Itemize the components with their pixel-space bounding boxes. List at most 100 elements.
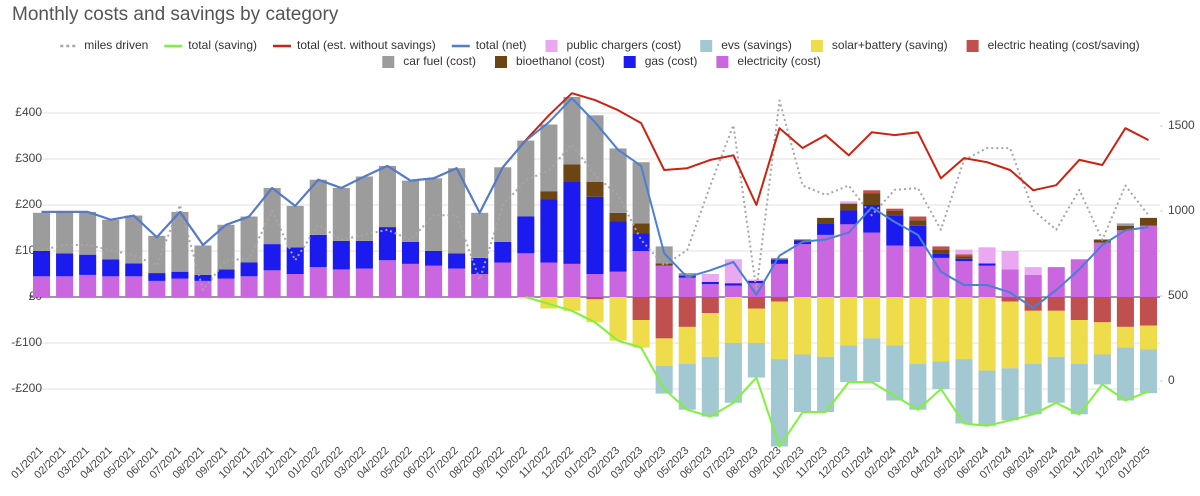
bar [747, 280, 765, 284]
legend-swatch [382, 56, 395, 68]
bar [840, 203, 858, 211]
legend-swatch [545, 40, 558, 52]
bar [1047, 297, 1065, 311]
bar [886, 210, 904, 216]
bar [747, 279, 765, 281]
bar [770, 297, 789, 302]
bar [79, 274, 97, 297]
bar [632, 251, 650, 297]
legend-item: total (est. without savings) [273, 38, 436, 52]
legend-text: public chargers (cost) [567, 38, 682, 52]
bar [932, 246, 950, 250]
bar [56, 253, 74, 277]
bar [309, 267, 327, 297]
bar [724, 297, 742, 343]
bar [1001, 301, 1019, 369]
bar [978, 265, 996, 297]
bar [171, 211, 189, 272]
bar [724, 259, 742, 284]
legend-text: gas (cost) [645, 54, 698, 68]
bar [1116, 347, 1134, 401]
legend-swatch [810, 40, 823, 52]
bar [494, 262, 512, 297]
legend-text: evs (savings) [721, 38, 792, 52]
bar [355, 268, 373, 297]
bar [655, 246, 673, 264]
bar [747, 308, 765, 343]
legend-text: electricity (cost) [737, 54, 820, 68]
bar [632, 320, 650, 348]
bar [1139, 225, 1158, 297]
bar [794, 244, 812, 297]
bar [1024, 297, 1042, 311]
bar [1024, 267, 1042, 275]
bar [1001, 251, 1019, 270]
y2-tick-label: 500 [1168, 288, 1188, 302]
bar [332, 269, 350, 297]
legend-item: gas (cost) [623, 54, 698, 68]
bar [955, 297, 973, 360]
bar [840, 224, 858, 297]
bar [1093, 242, 1111, 297]
legend-swatch [966, 40, 979, 52]
bar [1047, 310, 1065, 357]
bar [378, 260, 396, 297]
bar [171, 271, 189, 279]
y-tick-label: £300 [15, 151, 42, 165]
bar [863, 297, 881, 339]
bar [563, 164, 581, 182]
bar [909, 363, 927, 410]
bar [448, 168, 466, 254]
bar [978, 247, 996, 264]
legend-text: miles driven [84, 38, 148, 52]
bar [56, 276, 74, 297]
bar [770, 359, 789, 447]
bar [886, 297, 904, 346]
bar [817, 217, 835, 224]
line-series [41, 97, 1149, 309]
bar [586, 196, 604, 274]
bar [240, 216, 258, 263]
bar [932, 249, 950, 254]
bar [540, 199, 558, 263]
bar [448, 268, 466, 297]
legend-text: bioethanol (cost) [516, 54, 605, 68]
bar [1024, 274, 1042, 297]
bar [678, 326, 696, 364]
bar [194, 245, 212, 275]
bar [586, 299, 604, 323]
bar [932, 257, 950, 297]
bar [701, 297, 719, 314]
bar [1093, 297, 1111, 323]
lines [41, 92, 1150, 448]
bar [263, 270, 281, 297]
bar [102, 276, 120, 297]
bar [401, 241, 420, 264]
legend-swatch [623, 56, 636, 68]
bar [32, 251, 51, 277]
legend-text: total (net) [476, 38, 527, 52]
bar [1093, 322, 1111, 355]
bar [586, 182, 604, 197]
bar [401, 180, 420, 242]
bar [1024, 310, 1042, 364]
bar [240, 276, 258, 297]
bar [609, 297, 627, 341]
bar [863, 338, 881, 383]
bar [102, 219, 120, 260]
bar [425, 251, 443, 266]
bar [632, 223, 650, 234]
bar [332, 240, 350, 270]
bar [563, 96, 581, 165]
bar [724, 285, 742, 297]
bar [263, 187, 281, 245]
bar [286, 247, 304, 274]
bar [494, 241, 512, 263]
line-series [525, 296, 1149, 448]
bar [217, 278, 235, 297]
bar [540, 297, 558, 309]
bar [240, 262, 258, 277]
bar [655, 265, 673, 297]
bar [817, 356, 835, 412]
bar [955, 258, 973, 262]
